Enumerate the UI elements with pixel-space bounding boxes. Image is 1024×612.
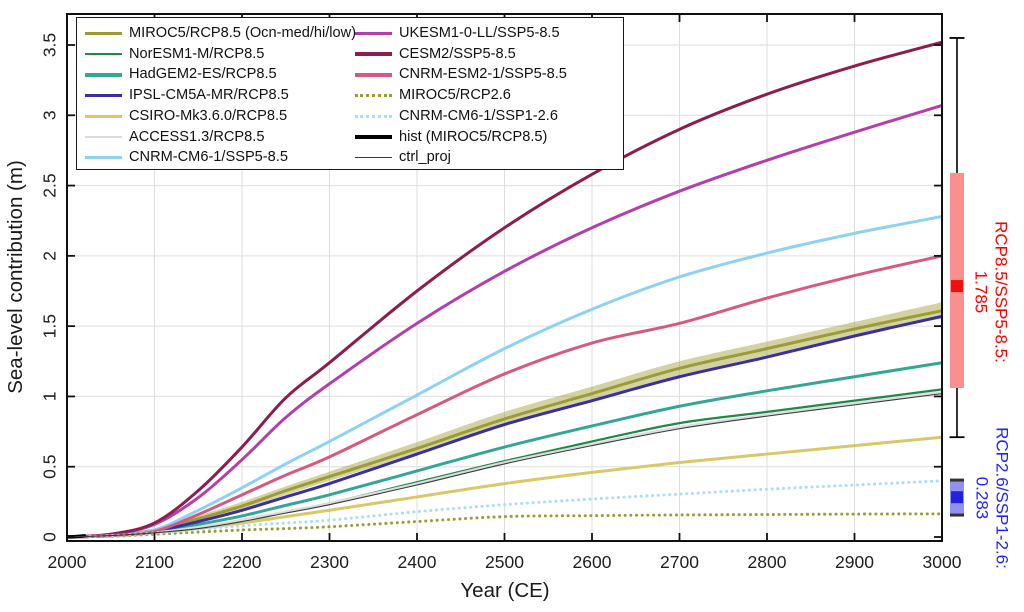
legend-item-access1-3-rcp8-5: ACCESS1.3/RCP8.5 bbox=[85, 127, 264, 148]
x-tick-label: 3000 bbox=[923, 552, 962, 572]
y-tick-label: 1.5 bbox=[40, 314, 60, 338]
legend-item-hist-miroc5-rcp8-5: hist (MIROC5/RCP8.5) bbox=[355, 127, 547, 148]
y-tick-label: 0.5 bbox=[40, 455, 60, 479]
legend-swatch-ipsl-cm5a-mr-rcp8-5 bbox=[85, 93, 122, 98]
legend-label-hist-miroc5-rcp8-5: hist (MIROC5/RCP8.5) bbox=[399, 128, 548, 145]
x-tick-label: 2100 bbox=[135, 552, 174, 572]
series-line-cesm2-ssp5-8-5 bbox=[67, 40, 942, 539]
legend-label-ukesm1-0-ll-ssp5-8-5: UKESM1-0-LL/SSP5-8.5 bbox=[399, 25, 560, 41]
legend-label-noresm1-m-rcp8-5: NorESM1-M/RCP8.5 bbox=[129, 45, 265, 62]
legend-swatch-hist-miroc5-rcp8-5 bbox=[355, 134, 392, 139]
legend-item-miroc5-rcp2-6: MIROC5/RCP2.6 bbox=[355, 85, 511, 106]
y-tick-label: 1 bbox=[40, 392, 60, 402]
legend-label-ctrl-proj: ctrl_proj bbox=[399, 149, 451, 166]
legend-item-miroc5-rcp8-5-ocn-med-hi-low: MIROC5/RCP8.5 (Ocn-med/hi/low) bbox=[85, 23, 356, 44]
y-axis-label: Sea-level contribution (m) bbox=[4, 160, 27, 394]
legend-item-cnrm-esm2-1-ssp5-8-5: CNRM-ESM2-1/SSP5-8.5 bbox=[355, 64, 567, 85]
legend-label-cnrm-cm6-1-ssp5-8-5: CNRM-CM6-1/SSP5-8.5 bbox=[129, 149, 288, 166]
legend-item-csiro-mk3-6-0-rcp8-5: CSIRO-Mk3.6.0/RCP8.5 bbox=[85, 106, 287, 127]
central-estimate-marker bbox=[951, 280, 963, 293]
legend-item-cnrm-cm6-1-ssp1-2-6: CNRM-CM6-1/SSP1-2.6 bbox=[355, 106, 558, 127]
legend-swatch-noresm1-m-rcp8-5 bbox=[85, 52, 122, 56]
chart-legend: MIROC5/RCP8.5 (Ocn-med/hi/low) NorESM1-M/… bbox=[76, 17, 624, 170]
axis-layer: 2000 2100 2200 2300 2400 2500 2600 2700 2800 2900… bbox=[40, 13, 962, 572]
legend-swatch-cnrm-cm6-1-ssp5-8-5 bbox=[85, 155, 122, 160]
series-line-ipsl-cm5a-mr-rcp8-5 bbox=[67, 314, 942, 539]
legend-swatch-hadgem2-es-rcp8-5 bbox=[85, 73, 122, 77]
series-layer bbox=[67, 40, 942, 539]
legend-swatch-ukesm1-0-ll-ssp5-8-5 bbox=[355, 31, 392, 36]
legend-label-cesm2-ssp5-8-5: CESM2/SSP5-8.5 bbox=[399, 45, 516, 62]
rcp85-annotation-label: RCP8.5/SSP5-8.5: bbox=[991, 221, 1011, 363]
legend-swatch-cnrm-esm2-1-ssp5-8-5 bbox=[355, 73, 392, 77]
legend-item-ukesm1-0-ll-ssp5-8-5: UKESM1-0-LL/SSP5-8.5 bbox=[355, 23, 560, 44]
error-bar-rcp8-5-ssp5-8-5 bbox=[949, 37, 965, 439]
x-tick-label: 2800 bbox=[748, 552, 787, 572]
legend-swatch-cesm2-ssp5-8-5 bbox=[355, 52, 392, 56]
legend-swatch-miroc5-rcp8-5-ocn-med-hi-low bbox=[85, 31, 122, 36]
rcp26-annotation-label: RCP2.6/SSP1-2.6: bbox=[992, 427, 1012, 569]
legend-label-csiro-mk3-6-0-rcp8-5: CSIRO-Mk3.6.0/RCP8.5 bbox=[129, 107, 288, 124]
x-tick-label: 2600 bbox=[573, 552, 612, 572]
x-tick-label: 2000 bbox=[48, 552, 87, 572]
x-tick-label: 2400 bbox=[398, 552, 437, 572]
y-tick-label: 3 bbox=[40, 110, 60, 120]
series-line-miroc5-rcp2-6 bbox=[67, 512, 942, 539]
error-bar-rcp2-6-ssp1-2-6 bbox=[950, 478, 964, 517]
central-estimate-marker bbox=[951, 491, 963, 504]
y-tick-label: 2.5 bbox=[40, 173, 60, 197]
legend-label-cnrm-esm2-1-ssp5-8-5: CNRM-ESM2-1/SSP5-8.5 bbox=[399, 66, 567, 83]
legend-label-access1-3-rcp8-5: ACCESS1.3/RCP8.5 bbox=[129, 128, 265, 145]
legend-swatch-miroc5-rcp2-6 bbox=[355, 94, 392, 98]
x-tick-label: 2200 bbox=[223, 552, 262, 572]
x-tick-label: 2700 bbox=[660, 552, 699, 572]
legend-swatch-ctrl-proj bbox=[355, 157, 392, 159]
legend-item-ctrl-proj: ctrl_proj bbox=[355, 147, 451, 168]
series-line-cnrm-esm2-1-ssp5-8-5 bbox=[67, 254, 942, 539]
legend-item-noresm1-m-rcp8-5: NorESM1-M/RCP8.5 bbox=[85, 44, 264, 65]
legend-label-miroc5-rcp2-6: MIROC5/RCP2.6 bbox=[399, 87, 511, 104]
series-line-cnrm-cm6-1-ssp5-8-5 bbox=[67, 214, 942, 539]
y-tick-label: 2 bbox=[40, 251, 60, 261]
legend-swatch-access1-3-rcp8-5 bbox=[85, 135, 122, 139]
x-tick-label: 2900 bbox=[835, 552, 874, 572]
legend-label-hadgem2-es-rcp8-5: HadGEM2-ES/RCP8.5 bbox=[129, 66, 277, 83]
x-axis-label: Year (CE) bbox=[460, 579, 549, 602]
legend-item-cnrm-cm6-1-ssp5-8-5: CNRM-CM6-1/SSP5-8.5 bbox=[85, 147, 288, 168]
rcp26-annotation-value: 0.283 bbox=[972, 476, 991, 520]
legend-label-cnrm-cm6-1-ssp1-2-6: CNRM-CM6-1/SSP1-2.6 bbox=[399, 107, 558, 124]
legend-label-miroc5-rcp8-5-ocn-med-hi-low: MIROC5/RCP8.5 (Ocn-med/hi/low) bbox=[129, 25, 357, 41]
y-tick-label: 3.5 bbox=[40, 33, 60, 57]
legend-item-hadgem2-es-rcp8-5: HadGEM2-ES/RCP8.5 bbox=[85, 64, 277, 85]
rcp85-annotation-value: 1.785 bbox=[971, 270, 990, 314]
series-line-ctrl-proj bbox=[67, 393, 942, 538]
legend-item-cesm2-ssp5-8-5: CESM2/SSP5-8.5 bbox=[355, 44, 516, 65]
x-tick-label: 2500 bbox=[485, 552, 524, 572]
legend-label-ipsl-cm5a-mr-rcp8-5: IPSL-CM5A-MR/RCP8.5 bbox=[129, 87, 289, 104]
y-tick-label: 0 bbox=[40, 532, 60, 542]
series-line-ukesm1-0-ll-ssp5-8-5 bbox=[67, 103, 942, 539]
legend-swatch-csiro-mk3-6-0-rcp8-5 bbox=[85, 114, 122, 119]
legend-swatch-cnrm-cm6-1-ssp1-2-6 bbox=[355, 114, 392, 118]
x-tick-label: 2300 bbox=[310, 552, 349, 572]
error-bar-layer bbox=[949, 37, 965, 517]
legend-item-ipsl-cm5a-mr-rcp8-5: IPSL-CM5A-MR/RCP8.5 bbox=[85, 85, 289, 106]
